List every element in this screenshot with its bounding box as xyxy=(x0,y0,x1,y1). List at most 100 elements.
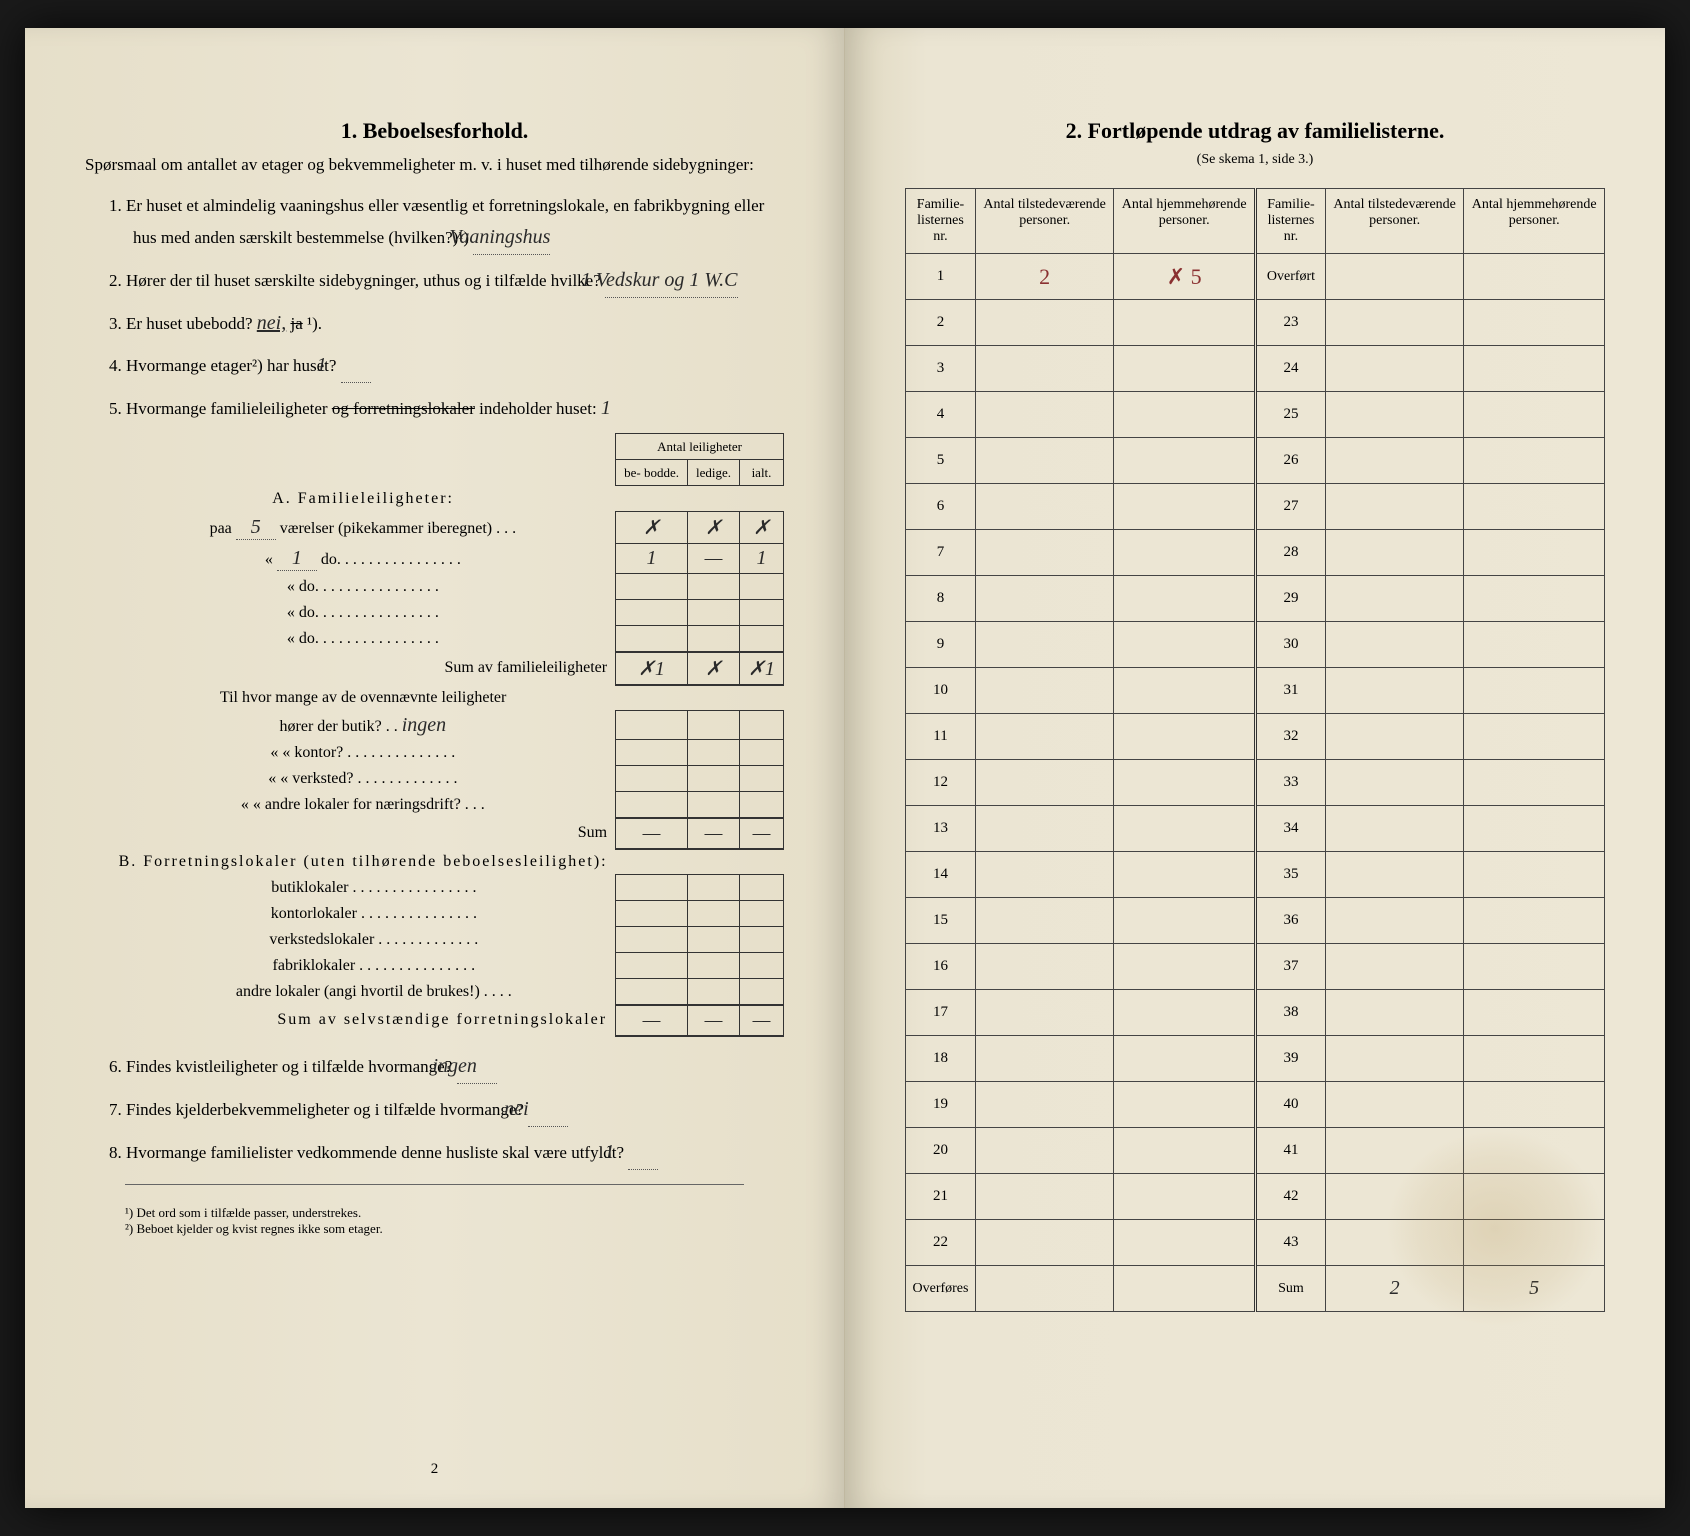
cell xyxy=(1325,530,1463,576)
cell xyxy=(1325,254,1463,300)
cell xyxy=(1114,622,1256,668)
row-nr: 10 xyxy=(906,668,976,714)
question-list: 1. Er huset et almindelig vaaningshus el… xyxy=(85,192,784,426)
row-nr: 24 xyxy=(1255,346,1325,392)
cell xyxy=(1114,346,1256,392)
row-nr: 13 xyxy=(906,806,976,852)
cell xyxy=(1325,760,1463,806)
cell xyxy=(1464,254,1605,300)
cell xyxy=(1325,484,1463,530)
cell xyxy=(1464,714,1605,760)
th-group: Antal leiligheter xyxy=(616,434,784,460)
table-row: « « kontor? . . . . . . . . . . . . . . xyxy=(111,740,784,766)
cell xyxy=(1325,346,1463,392)
cell xyxy=(1464,1036,1605,1082)
table-row: 627 xyxy=(906,484,1605,530)
table-row: 1940 xyxy=(906,1082,1605,1128)
table-row: butiklokaler . . . . . . . . . . . . . .… xyxy=(111,875,784,901)
table-row: 12 33 xyxy=(906,760,1605,806)
row-nr: 3 xyxy=(906,346,976,392)
cell xyxy=(1114,806,1256,852)
cell xyxy=(1114,300,1256,346)
cell xyxy=(1464,1174,1605,1220)
cell xyxy=(1464,484,1605,530)
intro-text: Spørsmaal om antallet av etager og bekve… xyxy=(85,152,784,178)
cell xyxy=(976,1082,1114,1128)
cell xyxy=(976,300,1114,346)
overfores-label: Overføres xyxy=(906,1266,976,1312)
cell xyxy=(1325,852,1463,898)
th-nr-1: Familie- listernes nr. xyxy=(906,189,976,254)
cell xyxy=(1325,576,1463,622)
table-row: verkstedslokaler . . . . . . . . . . . .… xyxy=(111,927,784,953)
q4-text: 4. Hvormange etager²) har huset? xyxy=(109,356,336,375)
cell xyxy=(976,668,1114,714)
cell xyxy=(976,944,1114,990)
cell xyxy=(976,1036,1114,1082)
cell xyxy=(1114,576,1256,622)
table-row: 22 43 xyxy=(906,1220,1605,1266)
row-nr: 33 xyxy=(1255,760,1325,806)
table-row: 1536 xyxy=(906,898,1605,944)
cell xyxy=(1114,392,1256,438)
cell xyxy=(1464,852,1605,898)
row-nr: 37 xyxy=(1255,944,1325,990)
row-nr: 1 xyxy=(906,254,976,300)
row-nr: 41 xyxy=(1255,1128,1325,1174)
table-row: 1334 xyxy=(906,806,1605,852)
cell xyxy=(1325,714,1463,760)
cell xyxy=(1464,1128,1605,1174)
cell xyxy=(976,852,1114,898)
row-nr: 29 xyxy=(1255,576,1325,622)
q4-answer: 1 xyxy=(341,348,371,383)
cell xyxy=(1114,1036,1256,1082)
q3: 3. Er huset ubebodd? nei, ja ¹). xyxy=(109,306,784,340)
sum-row: Sum — — — xyxy=(111,818,784,849)
cell xyxy=(1325,1174,1463,1220)
row-nr: 23 xyxy=(1255,300,1325,346)
table-row: 14 35 xyxy=(906,852,1605,898)
right-subtitle: (Se skema 1, side 3.) xyxy=(905,152,1605,168)
row-nr: 43 xyxy=(1255,1220,1325,1266)
row-nr: 11 xyxy=(906,714,976,760)
row-nr: 5 xyxy=(906,438,976,484)
table-row: hører der butik? . . ingen xyxy=(111,711,784,740)
cell xyxy=(1464,300,1605,346)
q3-text: 3. Er huset ubebodd? xyxy=(109,314,253,333)
table-row: 12✗ 5Overført xyxy=(906,254,1605,300)
cell xyxy=(1464,438,1605,484)
cell xyxy=(976,530,1114,576)
row-nr: 4 xyxy=(906,392,976,438)
cell xyxy=(1325,1082,1463,1128)
row-nr: 12 xyxy=(906,760,976,806)
cell xyxy=(1325,944,1463,990)
cell xyxy=(976,1174,1114,1220)
q8-answer: 1 xyxy=(628,1135,658,1170)
apartments-table: Antal leiligheter be- bodde. ledige. ial… xyxy=(111,433,784,1037)
table-row: 2142 xyxy=(906,1174,1605,1220)
cell xyxy=(1325,668,1463,714)
cell xyxy=(1114,1128,1256,1174)
cell xyxy=(1114,852,1256,898)
row-nr: 22 xyxy=(906,1220,976,1266)
cell xyxy=(976,622,1114,668)
row-nr: 14 xyxy=(906,852,976,898)
row-nr: 35 xyxy=(1255,852,1325,898)
row-nr: 30 xyxy=(1255,622,1325,668)
cell xyxy=(1325,622,1463,668)
q7: 7. Findes kjelderbekvemmeligheter og i t… xyxy=(109,1092,784,1127)
sum-row-b: Sum av selvstændige forretningslokaler —… xyxy=(111,1005,784,1036)
th-ialt: ialt. xyxy=(740,460,784,486)
questions-6-8: 6. Findes kvistleiligheter og i tilfælde… xyxy=(85,1049,784,1170)
row-nr: 25 xyxy=(1255,392,1325,438)
cell xyxy=(1114,1220,1256,1266)
cell: ✗ 5 xyxy=(1114,254,1256,300)
cell xyxy=(976,760,1114,806)
footnotes: ¹) Det ord som i tilfælde passer, unders… xyxy=(85,1205,784,1237)
cell xyxy=(1464,944,1605,990)
row-nr: 20 xyxy=(906,1128,976,1174)
table-row: 4 25 xyxy=(906,392,1605,438)
table-row: « « verksted? . . . . . . . . . . . . . xyxy=(111,766,784,792)
cell xyxy=(1464,392,1605,438)
cell xyxy=(976,714,1114,760)
